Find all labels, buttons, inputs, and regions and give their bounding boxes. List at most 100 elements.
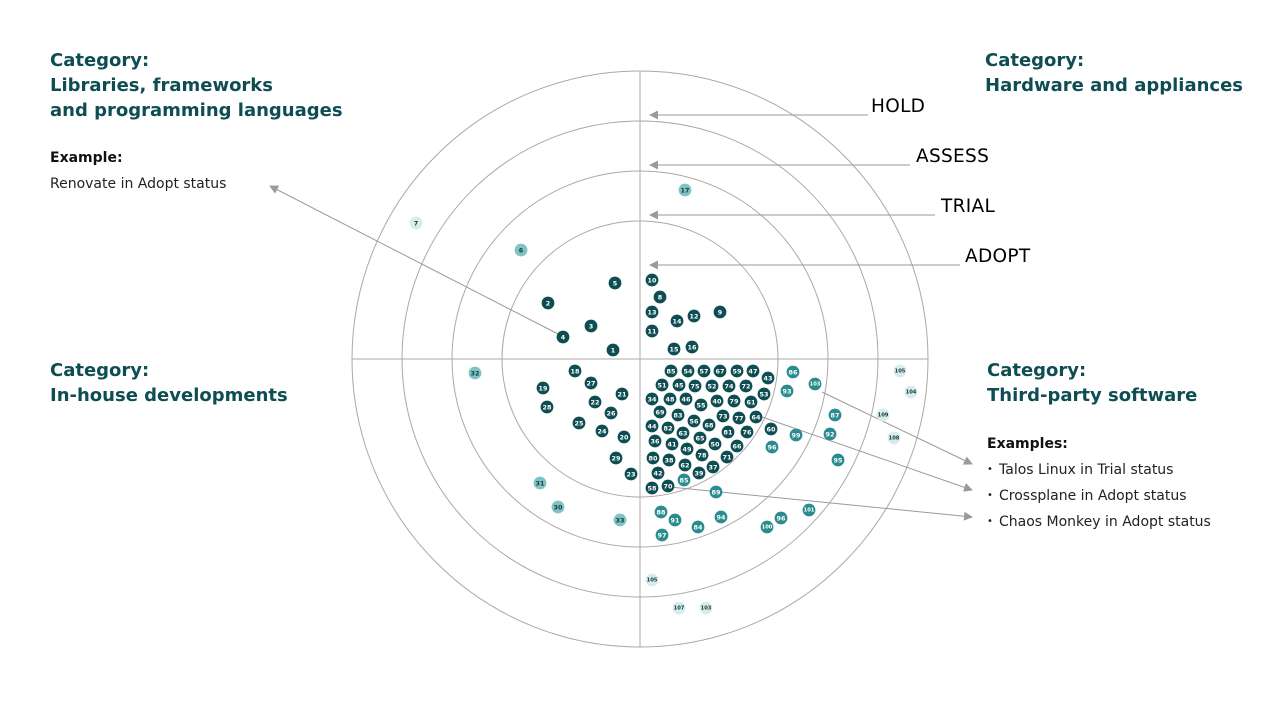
blip-84[interactable]: 84 <box>691 520 705 534</box>
blip-46[interactable]: 46 <box>679 392 693 406</box>
blip-19[interactable]: 19 <box>536 381 550 395</box>
blip-59[interactable]: 59 <box>730 364 744 378</box>
blip-5[interactable]: 5 <box>608 276 622 290</box>
blip-21[interactable]: 21 <box>615 387 629 401</box>
blip-41[interactable]: 41 <box>665 437 679 451</box>
blip-14[interactable]: 14 <box>670 314 684 328</box>
blip-87[interactable]: 87 <box>828 408 842 422</box>
blip-70[interactable]: 70 <box>661 479 675 493</box>
blip-10[interactable]: 10 <box>645 273 659 287</box>
blip-17[interactable]: 17 <box>678 183 692 197</box>
blip-12[interactable]: 12 <box>687 309 701 323</box>
blip-24[interactable]: 24 <box>595 424 609 438</box>
blip-100[interactable]: 100 <box>760 520 774 534</box>
blip-65[interactable]: 65 <box>693 431 707 445</box>
blip-11[interactable]: 11 <box>645 324 659 338</box>
blip-80[interactable]: 80 <box>646 451 660 465</box>
blip-16[interactable]: 16 <box>685 340 699 354</box>
blip-82[interactable]: 82 <box>661 421 675 435</box>
blip-26[interactable]: 26 <box>604 406 618 420</box>
blip-27[interactable]: 27 <box>584 376 598 390</box>
blip-97[interactable]: 97 <box>655 528 669 542</box>
blip-58[interactable]: 58 <box>645 481 659 495</box>
blip-50[interactable]: 50 <box>708 437 722 451</box>
blip-105[interactable]: 105 <box>645 573 659 587</box>
blip-67[interactable]: 67 <box>713 364 727 378</box>
blip-54[interactable]: 54 <box>681 364 695 378</box>
blip-3[interactable]: 3 <box>584 319 598 333</box>
blip-4[interactable]: 4 <box>556 330 570 344</box>
blip-40[interactable]: 40 <box>710 394 724 408</box>
blip-36[interactable]: 36 <box>648 434 662 448</box>
blip-69[interactable]: 69 <box>653 405 667 419</box>
blip-92[interactable]: 92 <box>823 427 837 441</box>
blip-104[interactable]: 104 <box>904 385 918 399</box>
blip-109[interactable]: 109 <box>876 408 890 422</box>
blip-49[interactable]: 49 <box>680 442 694 456</box>
blip-73[interactable]: 73 <box>716 409 730 423</box>
blip-20[interactable]: 20 <box>617 430 631 444</box>
blip-48[interactable]: 48 <box>663 392 677 406</box>
blip-30[interactable]: 30 <box>551 500 565 514</box>
blip-83[interactable]: 83 <box>671 408 685 422</box>
blip-68[interactable]: 68 <box>702 418 716 432</box>
blip-45[interactable]: 45 <box>672 378 686 392</box>
blip-74[interactable]: 74 <box>722 379 736 393</box>
blip-81[interactable]: 81 <box>721 425 735 439</box>
blip-25[interactable]: 25 <box>572 416 586 430</box>
blip-47[interactable]: 47 <box>746 364 760 378</box>
blip-18[interactable]: 18 <box>568 364 582 378</box>
blip-42[interactable]: 42 <box>651 466 665 480</box>
blip-63[interactable]: 63 <box>676 426 690 440</box>
blip-57[interactable]: 57 <box>697 364 711 378</box>
blip-43[interactable]: 43 <box>761 371 775 385</box>
blip-51[interactable]: 51 <box>655 378 669 392</box>
blip-96[interactable]: 96 <box>774 511 788 525</box>
blip-86[interactable]: 86 <box>786 365 800 379</box>
blip-66[interactable]: 66 <box>730 439 744 453</box>
blip-22[interactable]: 22 <box>588 395 602 409</box>
blip-107[interactable]: 107 <box>672 601 686 615</box>
blip-31[interactable]: 31 <box>533 476 547 490</box>
blip-105[interactable]: 105 <box>893 364 907 378</box>
blip-8[interactable]: 8 <box>653 290 667 304</box>
blip-2[interactable]: 2 <box>541 296 555 310</box>
blip-38[interactable]: 38 <box>662 453 676 467</box>
blip-55[interactable]: 55 <box>694 398 708 412</box>
blip-62[interactable]: 62 <box>678 458 692 472</box>
blip-15[interactable]: 15 <box>667 342 681 356</box>
blip-6[interactable]: 6 <box>514 243 528 257</box>
blip-60[interactable]: 60 <box>764 422 778 436</box>
blip-89[interactable]: 89 <box>709 485 723 499</box>
blip-34[interactable]: 34 <box>645 392 659 406</box>
blip-103[interactable]: 103 <box>699 601 713 615</box>
blip-103[interactable]: 103 <box>808 377 822 391</box>
blip-77[interactable]: 77 <box>732 411 746 425</box>
blip-13[interactable]: 13 <box>645 305 659 319</box>
blip-93[interactable]: 93 <box>780 384 794 398</box>
blip-75[interactable]: 75 <box>688 379 702 393</box>
blip-29[interactable]: 29 <box>609 451 623 465</box>
blip-23[interactable]: 23 <box>624 467 638 481</box>
blip-39[interactable]: 39 <box>692 466 706 480</box>
blip-7[interactable]: 7 <box>409 216 423 230</box>
blip-96[interactable]: 96 <box>765 440 779 454</box>
blip-53[interactable]: 53 <box>757 387 771 401</box>
blip-64[interactable]: 64 <box>749 410 763 424</box>
blip-94[interactable]: 94 <box>714 510 728 524</box>
blip-91[interactable]: 91 <box>668 513 682 527</box>
blip-72[interactable]: 72 <box>739 379 753 393</box>
blip-78[interactable]: 78 <box>695 448 709 462</box>
blip-95[interactable]: 95 <box>831 453 845 467</box>
blip-79[interactable]: 79 <box>727 394 741 408</box>
blip-33[interactable]: 33 <box>613 513 627 527</box>
blip-101[interactable]: 101 <box>802 503 816 517</box>
blip-108[interactable]: 108 <box>887 431 901 445</box>
blip-88[interactable]: 88 <box>654 505 668 519</box>
blip-9[interactable]: 9 <box>713 305 727 319</box>
blip-44[interactable]: 44 <box>645 419 659 433</box>
blip-61[interactable]: 61 <box>744 395 758 409</box>
blip-85[interactable]: 85 <box>664 364 678 378</box>
blip-56[interactable]: 56 <box>687 414 701 428</box>
blip-99[interactable]: 99 <box>789 428 803 442</box>
